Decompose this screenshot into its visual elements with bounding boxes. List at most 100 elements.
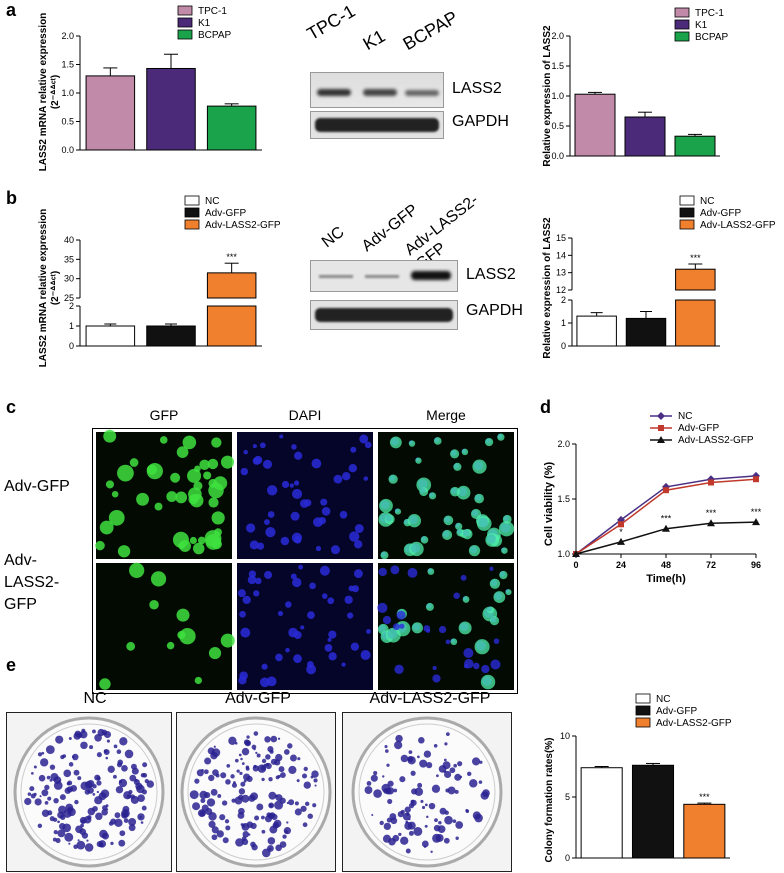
colony (246, 735, 250, 739)
blot-strip (310, 111, 444, 139)
colony (400, 836, 409, 845)
gfp-cell (211, 511, 225, 525)
colony (73, 769, 80, 776)
colony (245, 740, 251, 746)
colony (234, 796, 243, 805)
colony (269, 749, 274, 754)
nucleus (277, 610, 284, 617)
merged-cell (489, 578, 501, 589)
nucleus (493, 638, 500, 644)
colony (63, 809, 72, 818)
colony (44, 784, 50, 791)
colony (426, 815, 429, 819)
significance-label: * (619, 527, 623, 537)
colony (421, 840, 429, 848)
legend-label: Adv-LASS2-GFP (656, 718, 732, 729)
colony (129, 774, 137, 782)
colony (385, 749, 389, 753)
colony (231, 782, 237, 788)
colony (256, 803, 264, 811)
lane-label: K1 (359, 25, 389, 55)
nucleus (242, 595, 251, 605)
colony (62, 754, 67, 758)
legend-swatch (635, 705, 651, 716)
colony (228, 736, 237, 745)
colony (241, 822, 250, 831)
nucleus (327, 597, 335, 605)
merged-cell (442, 529, 453, 540)
nucleus (261, 663, 268, 670)
legend-swatch (635, 693, 651, 704)
nucleus (320, 498, 328, 506)
band-label-gapdh: GAPDH (452, 113, 509, 130)
colony (68, 762, 74, 767)
legend-label: K1 (198, 18, 211, 29)
merged-cell (474, 639, 490, 655)
colony (454, 773, 462, 781)
merged-cell (476, 516, 492, 531)
merged-cell (485, 533, 500, 547)
colony (241, 747, 250, 756)
colony (444, 770, 452, 779)
lane-label: NC (318, 223, 348, 252)
colony (217, 793, 222, 798)
nucleus (259, 677, 270, 688)
panel-label-c: c (6, 397, 17, 417)
y-tick-label: 0 (561, 341, 566, 351)
colony (47, 796, 52, 801)
gfp-cell (170, 472, 181, 483)
significance-label: *** (699, 792, 710, 802)
colony (261, 777, 265, 782)
dish-label-adv-gfp: Adv-GFP (225, 690, 291, 707)
colony (58, 823, 66, 830)
colony (314, 784, 317, 787)
colony (52, 837, 57, 842)
colony (96, 780, 102, 786)
colony (121, 764, 128, 772)
colony (400, 754, 409, 763)
colony (253, 731, 259, 736)
colony (38, 774, 46, 782)
colony (140, 821, 144, 824)
merged-cell (388, 474, 398, 484)
merged-cell (487, 606, 495, 614)
nucleus (248, 570, 257, 578)
colony (79, 730, 88, 739)
colony (265, 754, 271, 760)
colony (288, 765, 297, 775)
nucleus (240, 467, 249, 476)
colony (41, 751, 45, 755)
nucleus (390, 565, 400, 575)
data-point (707, 519, 715, 527)
colony (234, 758, 239, 763)
colony (141, 805, 147, 811)
nucleus (264, 519, 270, 525)
column-header-gfp: GFP (149, 407, 179, 423)
colony (423, 750, 432, 758)
colony (256, 753, 261, 758)
colony (472, 757, 481, 766)
colony (230, 774, 235, 779)
gfp-cell (150, 571, 167, 587)
colony (37, 752, 43, 757)
nucleus (453, 592, 460, 599)
colony (430, 850, 433, 854)
colony (86, 839, 89, 842)
nucleus (366, 628, 371, 634)
colony (40, 758, 49, 767)
colony (371, 813, 374, 816)
colony (77, 839, 80, 842)
colony (211, 834, 218, 841)
colony (194, 778, 200, 784)
legend-swatch (177, 17, 193, 28)
data-point (617, 537, 625, 545)
colony (379, 820, 384, 826)
colony (238, 788, 246, 795)
colony (101, 808, 108, 816)
colony (366, 781, 372, 786)
blot-strip (310, 300, 458, 330)
nucleus (293, 654, 302, 664)
nucleus (293, 535, 302, 544)
colony (398, 832, 402, 837)
